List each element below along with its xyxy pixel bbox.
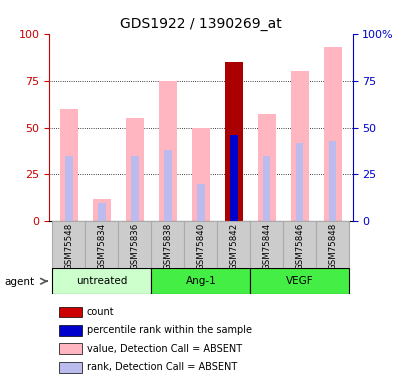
Text: untreated: untreated: [76, 276, 127, 286]
Bar: [52, 268, 151, 294]
Bar: [316, 221, 348, 268]
Text: GSM75848: GSM75848: [328, 223, 337, 270]
Bar: [224, 62, 243, 221]
Text: VEGF: VEGF: [285, 276, 313, 286]
Bar: [151, 221, 184, 268]
Bar: [98, 202, 106, 221]
Bar: [52, 221, 85, 268]
Bar: [164, 150, 171, 221]
Bar: [250, 268, 348, 294]
Text: GSM75840: GSM75840: [196, 223, 205, 270]
Title: GDS1922 / 1390269_at: GDS1922 / 1390269_at: [120, 17, 281, 32]
Text: GSM75838: GSM75838: [163, 223, 172, 270]
Bar: [93, 199, 111, 221]
Text: Ang-1: Ang-1: [185, 276, 216, 286]
Bar: [85, 221, 118, 268]
Text: GSM75844: GSM75844: [262, 223, 271, 270]
Bar: [323, 47, 341, 221]
Bar: [118, 221, 151, 268]
Bar: [59, 344, 81, 354]
Text: rank, Detection Call = ABSENT: rank, Detection Call = ABSENT: [87, 362, 236, 372]
Text: GSM75846: GSM75846: [294, 223, 303, 270]
Bar: [230, 135, 237, 221]
Text: GSM75834: GSM75834: [97, 223, 106, 270]
Bar: [184, 221, 217, 268]
Bar: [59, 307, 81, 317]
Bar: [65, 156, 72, 221]
Bar: [290, 71, 308, 221]
Bar: [191, 128, 209, 221]
Bar: [295, 142, 303, 221]
Bar: [60, 109, 78, 221]
Bar: [328, 141, 336, 221]
Bar: [126, 118, 144, 221]
Bar: [151, 268, 250, 294]
Bar: [59, 362, 81, 373]
Bar: [263, 156, 270, 221]
Bar: [283, 221, 316, 268]
Text: percentile rank within the sample: percentile rank within the sample: [87, 326, 251, 335]
Bar: [250, 221, 283, 268]
Bar: [257, 114, 275, 221]
Bar: [217, 221, 250, 268]
Bar: [131, 156, 138, 221]
Text: GSM75842: GSM75842: [229, 223, 238, 270]
Bar: [158, 81, 177, 221]
Text: GSM75836: GSM75836: [130, 223, 139, 270]
Text: agent: agent: [4, 277, 34, 287]
Bar: [197, 184, 204, 221]
Text: count: count: [87, 307, 114, 317]
Bar: [59, 325, 81, 336]
Text: GSM75548: GSM75548: [64, 223, 73, 270]
Text: value, Detection Call = ABSENT: value, Detection Call = ABSENT: [87, 344, 241, 354]
Bar: [230, 135, 237, 221]
Bar: [224, 62, 243, 221]
